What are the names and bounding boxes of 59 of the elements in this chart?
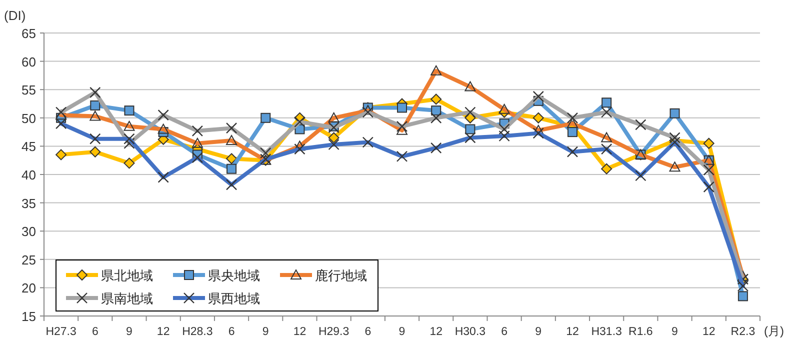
point [567,127,578,138]
x-tick-label: 12 [156,326,170,338]
x-tick-label: 6 [501,326,508,338]
x-tick-label: H29.3 [318,326,350,338]
point [532,112,544,124]
x-tick-label: 12 [430,326,442,338]
y-tick-label: 65 [22,26,36,41]
x-tick-label: 9 [672,326,678,338]
x-tick-label: 9 [535,326,542,338]
point [260,112,271,123]
x-tick-label: 9 [262,326,269,338]
point [56,149,67,160]
point [226,153,238,164]
point [465,124,476,134]
point [124,158,135,169]
x-tick-label: H31.3 [591,326,622,338]
x-tick-label: 6 [92,326,98,338]
y-tick-label: 30 [22,224,36,240]
legend-label: 県北地域 [101,268,153,283]
legend-label: 県南地域 [101,291,153,306]
y-tick-label: 15 [22,309,36,324]
x-tick-label: 6 [364,326,372,338]
x-axis-title: (月) [764,324,784,338]
x-tick-label: R1.6 [628,326,653,338]
x-tick-label: 12 [293,326,306,338]
point [124,106,134,116]
x-tick-label: H28.3 [182,326,213,338]
x-tick-label: R2.3 [730,326,756,338]
x-tick-label: 9 [398,326,406,338]
x-tick-label: 12 [702,326,716,338]
y-tick-label: 35 [22,196,36,211]
point [430,94,442,105]
point [602,98,612,108]
point [431,106,442,116]
y-tick-label: 20 [22,280,36,296]
point [738,291,748,302]
x-tick-label: H27.3 [46,326,76,338]
legend-label: 県央地域 [208,268,260,283]
y-tick-label: 40 [22,168,36,182]
point [90,146,101,158]
point [703,138,714,149]
legend-label: 県西地域 [208,291,260,306]
y-tick-label: 50 [22,110,36,126]
point [226,164,237,174]
point [90,100,100,110]
y-axis-title: (DI) [4,8,26,23]
y-tick-label: 25 [22,252,36,268]
x-tick-label: 9 [126,326,132,338]
point [601,163,612,174]
legend-label: 鹿行地域 [315,268,367,283]
x-tick-label: H30.3 [454,326,486,338]
point [397,102,407,113]
point [328,132,340,144]
x-tick-label: 12 [566,326,579,338]
y-tick-label: 55 [22,82,36,98]
point [670,108,680,118]
y-tick-label: 60 [22,54,36,70]
y-tick-label: 45 [22,139,36,154]
x-tick-label: 6 [228,326,235,338]
